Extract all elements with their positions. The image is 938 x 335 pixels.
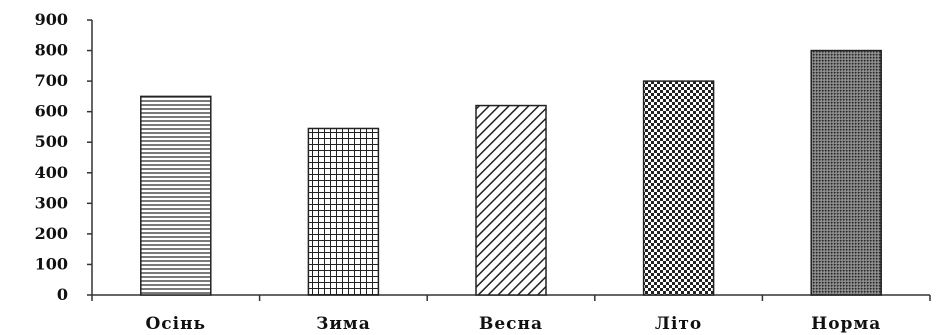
x-category-label: Зима <box>316 314 371 334</box>
bar-3 <box>475 104 547 296</box>
y-tick-label: 900 <box>35 10 68 29</box>
x-axis: Осінь Зима Весна Літо Норма <box>91 294 931 334</box>
y-tick-label: 700 <box>35 71 68 90</box>
bar-1 <box>140 95 212 296</box>
y-tick-label: 600 <box>35 102 68 121</box>
bar-4 <box>642 80 715 296</box>
y-tick-label: 300 <box>35 193 68 212</box>
y-tick-label: 100 <box>35 254 68 273</box>
bar-5 <box>810 49 882 296</box>
bars <box>140 49 882 296</box>
y-tick-label: 800 <box>35 41 68 60</box>
x-category-label: Літо <box>655 314 702 334</box>
y-tick-label: 0 <box>57 285 68 304</box>
y-tick-label: 400 <box>35 163 68 182</box>
y-tick-label: 500 <box>35 132 68 151</box>
y-axis: 0 100 200 300 400 500 600 700 800 900 <box>35 10 93 304</box>
bar-2 <box>307 127 380 296</box>
x-category-label: Осінь <box>145 314 206 334</box>
y-tick-label: 200 <box>35 224 68 243</box>
x-category-label: Весна <box>479 314 543 334</box>
x-category-label: Норма <box>811 314 881 334</box>
